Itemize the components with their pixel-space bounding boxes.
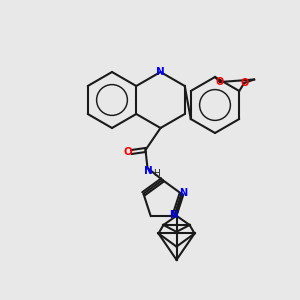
Text: N: N <box>144 166 153 176</box>
Text: O: O <box>123 147 132 157</box>
Text: N: N <box>179 188 188 198</box>
Text: N: N <box>156 67 165 77</box>
Text: H: H <box>153 169 160 178</box>
Text: O: O <box>216 77 224 87</box>
Text: N: N <box>169 210 177 220</box>
Text: O: O <box>240 78 248 88</box>
